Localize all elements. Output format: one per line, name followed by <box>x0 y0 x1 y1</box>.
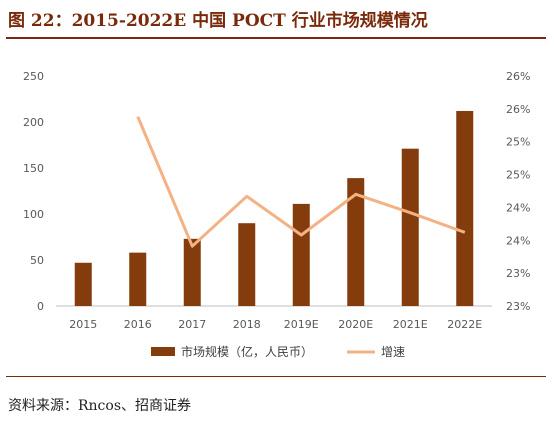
x-tick-label: 2015 <box>69 318 97 331</box>
right-axis: 23% 23% 24% 24% 25% 25% 26% 26% <box>506 70 530 313</box>
title-rule <box>6 37 546 39</box>
left-tick-label: 50 <box>30 254 44 267</box>
legend-bar-label: 市场规模（亿，人民币） <box>181 344 313 359</box>
left-tick-label: 100 <box>23 208 44 221</box>
x-tick-label: 2017 <box>178 318 206 331</box>
source-rule <box>6 376 546 377</box>
right-tick-label: 24% <box>506 201 530 214</box>
right-tick-label: 26% <box>506 103 530 116</box>
bar <box>292 203 310 306</box>
x-tick-label: 2019E <box>284 318 319 331</box>
figure-title: 图 22：2015-2022E 中国 POCT 行业市场规模情况 <box>8 11 428 31</box>
legend: 市场规模（亿，人民币） 增速 <box>151 344 405 359</box>
growth-line <box>136 116 466 248</box>
bar <box>401 148 419 306</box>
x-tick-label: 2020E <box>338 318 373 331</box>
x-tick-label: 2016 <box>124 318 152 331</box>
source-note: 资料来源：Rncos、招商证券 <box>8 398 192 414</box>
left-tick-label: 200 <box>23 116 44 129</box>
bar-series <box>74 110 474 307</box>
x-axis: 2015 2016 2017 2018 2019E 2020E 2021E 2022E <box>69 318 482 331</box>
x-tick-label: 2022E <box>447 318 482 331</box>
x-tick-label: 2018 <box>233 318 261 331</box>
legend-line-label: 增速 <box>381 345 405 359</box>
x-tick-label: 2021E <box>393 318 428 331</box>
bar <box>347 178 365 306</box>
right-tick-label: 26% <box>506 70 530 83</box>
right-tick-label: 23% <box>506 300 530 313</box>
bar <box>238 223 256 306</box>
left-tick-label: 0 <box>37 300 44 313</box>
market-size-chart: 0 50 100 150 200 250 23% 23% 24% 24% 25% 25% 26% 26%… <box>23 70 530 359</box>
left-tick-label: 250 <box>23 70 44 83</box>
left-axis: 0 50 100 150 200 250 <box>23 70 44 313</box>
right-tick-label: 25% <box>506 136 530 149</box>
bar <box>129 252 147 306</box>
bar <box>183 238 201 306</box>
left-tick-label: 150 <box>23 162 44 175</box>
right-tick-label: 23% <box>506 267 530 280</box>
right-tick-label: 24% <box>506 234 530 247</box>
bar <box>74 262 92 306</box>
right-tick-label: 25% <box>506 169 530 182</box>
legend-bar-swatch <box>151 347 175 356</box>
bar <box>456 110 474 307</box>
